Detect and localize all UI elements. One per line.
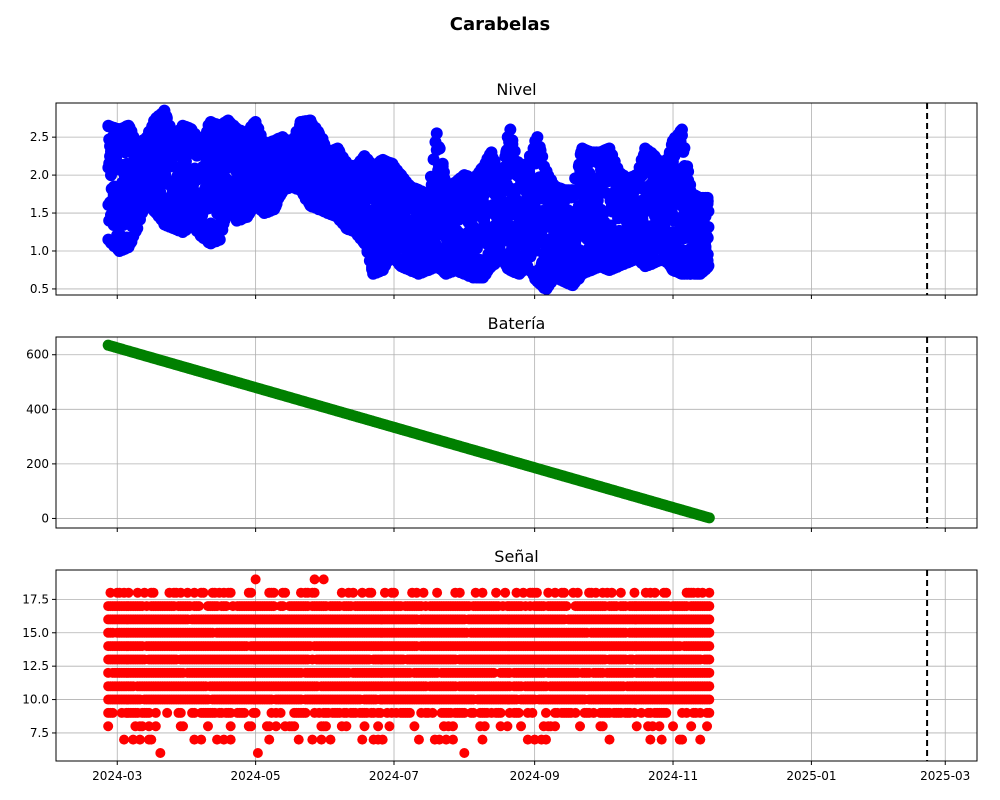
senal-point xyxy=(239,707,250,718)
senal-point xyxy=(148,587,159,598)
panel-title: Batería xyxy=(488,314,546,333)
senal-point xyxy=(293,734,304,745)
senal-point xyxy=(198,587,209,598)
nivel-point xyxy=(430,127,443,140)
senal-point xyxy=(150,721,161,732)
senal-point xyxy=(418,587,429,598)
panel-title: Señal xyxy=(494,547,538,566)
y-tick-label: 1.5 xyxy=(30,206,49,220)
senal-point xyxy=(103,721,114,732)
senal-point xyxy=(246,587,257,598)
nivel-point xyxy=(218,214,231,227)
y-tick-label: 2.0 xyxy=(30,168,49,182)
senal-point xyxy=(348,587,359,598)
senal-point xyxy=(384,721,395,732)
nivel-point xyxy=(213,233,226,246)
senal-point xyxy=(268,587,279,598)
y-tick-label: 400 xyxy=(26,402,49,416)
y-tick-label: 600 xyxy=(26,348,49,362)
senal-point xyxy=(246,721,257,732)
senal-point xyxy=(357,734,368,745)
panel-0: Nivel 0.5 1.0 1.5 2.0 2.5 xyxy=(30,80,978,299)
senal-point xyxy=(404,707,415,718)
nivel-point xyxy=(433,142,446,155)
y-tick-label: 2.5 xyxy=(30,130,49,144)
nivel-point xyxy=(702,259,715,272)
data-points xyxy=(102,339,715,524)
nivel-point xyxy=(477,189,490,202)
figure-title: Carabelas xyxy=(450,14,551,35)
data-points xyxy=(102,104,715,295)
senal-point xyxy=(366,587,377,598)
nivel-point xyxy=(536,150,549,163)
chart-panels: Nivel 0.5 1.0 1.5 2.0 2.5 Batería 0 200 400 600 Señ… xyxy=(22,80,978,783)
nivel-point xyxy=(105,169,118,182)
nivel-point xyxy=(504,123,517,136)
senal-point xyxy=(178,721,189,732)
senal-point xyxy=(316,734,327,745)
nivel-point xyxy=(701,191,714,204)
senal-point xyxy=(275,707,286,718)
bateria-point xyxy=(703,512,715,524)
senal-point xyxy=(389,587,400,598)
senal-point xyxy=(150,707,161,718)
senal-point xyxy=(325,734,336,745)
y-tick-label: 0.5 xyxy=(30,282,49,296)
senal-point xyxy=(280,587,291,598)
senal-point xyxy=(123,587,134,598)
senal-point xyxy=(202,721,213,732)
y-tick-label: 200 xyxy=(26,457,49,471)
gridlines xyxy=(56,570,977,761)
senal-point xyxy=(225,721,236,732)
nivel-point xyxy=(701,231,714,244)
senal-point xyxy=(300,707,311,718)
senal-point xyxy=(373,721,384,732)
plot-frame xyxy=(55,102,978,296)
senal-point xyxy=(413,734,424,745)
senal-point xyxy=(377,734,388,745)
senal-point xyxy=(359,721,370,732)
senal-point xyxy=(427,707,438,718)
senal-point xyxy=(196,734,207,745)
senal-point xyxy=(271,721,282,732)
nivel-point xyxy=(508,145,521,158)
panel-1: Batería 0 200 400 600 xyxy=(26,314,978,532)
senal-point xyxy=(193,601,204,612)
senal-point xyxy=(409,721,420,732)
senal-point xyxy=(309,587,320,598)
nivel-point xyxy=(684,178,697,191)
senal-point xyxy=(175,707,186,718)
y-tick-label: 0 xyxy=(41,511,49,525)
senal-point xyxy=(432,587,443,598)
nivel-point xyxy=(702,221,715,234)
nivel-point xyxy=(702,205,715,218)
senal-point xyxy=(307,734,318,745)
y-tick-label: 1.0 xyxy=(30,244,49,258)
senal-point xyxy=(225,587,236,598)
senal-point xyxy=(250,707,261,718)
senal-point xyxy=(341,721,352,732)
senal-point xyxy=(119,734,130,745)
senal-point xyxy=(225,734,236,745)
senal-point xyxy=(289,721,300,732)
senal-point xyxy=(162,707,173,718)
nivel-point xyxy=(531,131,544,144)
panel-title: Nivel xyxy=(496,80,536,99)
nivel-point xyxy=(470,242,483,255)
data-points xyxy=(103,574,715,758)
senal-point xyxy=(146,734,157,745)
senal-point xyxy=(264,734,275,745)
nivel-point xyxy=(682,165,695,178)
senal-point xyxy=(107,707,118,718)
nivel-point xyxy=(506,134,519,147)
senal-point xyxy=(134,734,145,745)
nivel-point xyxy=(678,141,691,154)
plot-frame xyxy=(55,336,978,529)
nivel-point xyxy=(675,123,688,136)
senal-point xyxy=(320,721,331,732)
